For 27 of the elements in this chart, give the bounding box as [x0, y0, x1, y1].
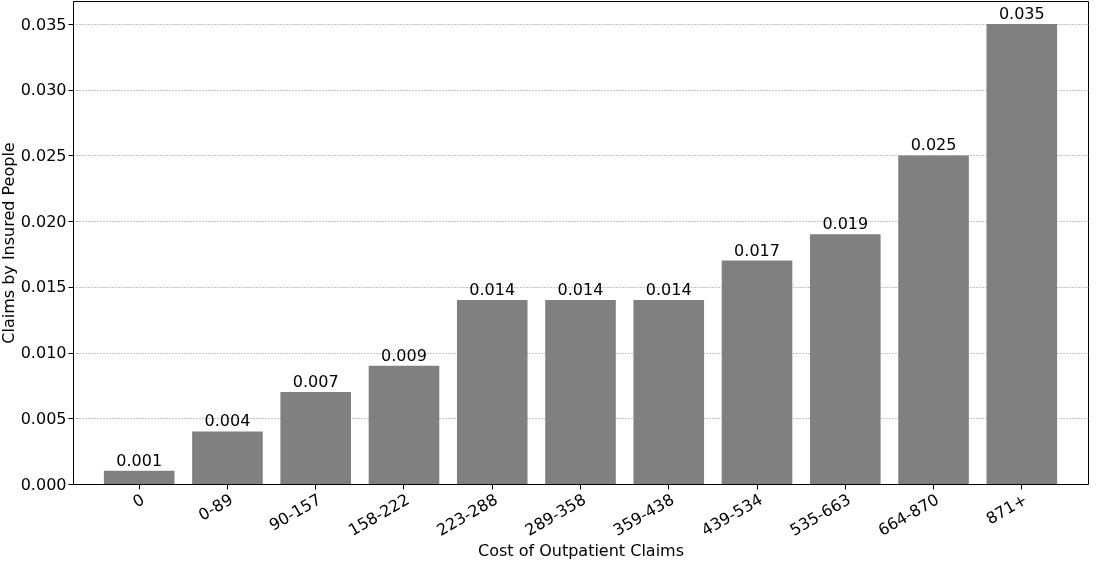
- y-tick-label: 0.015: [20, 277, 67, 297]
- y-tick-label: 0.005: [20, 408, 67, 428]
- y-tick-label: 0.035: [20, 14, 67, 34]
- data-label: 0.014: [469, 280, 516, 299]
- y-tick-label: 0.000: [20, 474, 67, 494]
- data-label: 0.014: [645, 280, 692, 299]
- data-label: 0.007: [292, 372, 339, 391]
- data-label: 0.014: [557, 280, 604, 299]
- data-label: 0.019: [822, 214, 869, 234]
- x-axis-title: Cost of Outpatient Claims: [478, 540, 684, 560]
- data-label: 0.001: [116, 450, 163, 470]
- y-tick-label: 0.030: [20, 80, 67, 100]
- y-tick-label: 0.020: [20, 211, 67, 231]
- y-axis-title: Claims by Insured People: [0, 142, 18, 344]
- data-label: 0.004: [204, 411, 251, 431]
- y-tick-label: 0.010: [20, 343, 67, 363]
- data-label: 0.009: [381, 345, 427, 365]
- bar: [721, 260, 793, 484]
- data-label: 0.025: [910, 135, 957, 155]
- bar: [103, 470, 175, 484]
- data-label: 0.035: [998, 4, 1045, 23]
- bar: [192, 431, 263, 484]
- data-label: 0.017: [734, 240, 780, 260]
- y-tick-label: 0.025: [20, 145, 67, 165]
- x-tick-label: 0: [129, 489, 148, 512]
- x-tick-label: 871+: [982, 489, 1031, 529]
- x-tick-label: 0-89: [195, 489, 236, 525]
